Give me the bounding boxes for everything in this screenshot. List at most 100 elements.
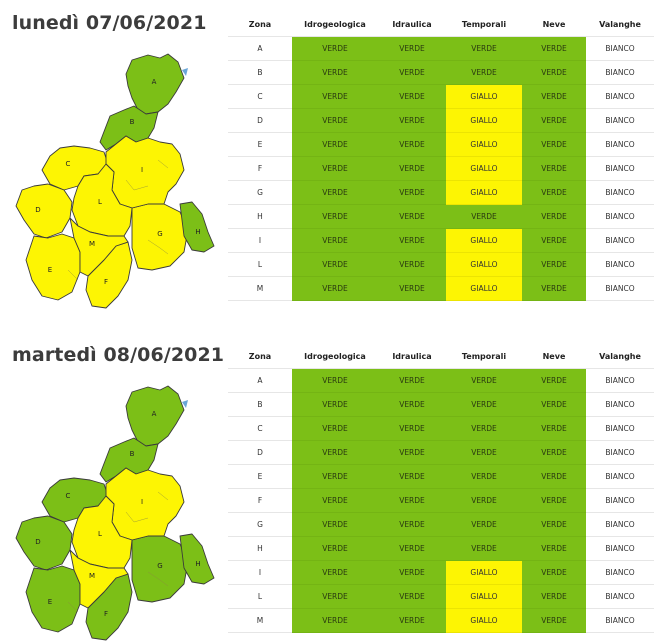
zone-label-d: D <box>35 206 40 214</box>
alert-level-cell: BIANCO <box>586 36 654 61</box>
alert-table: Zona Idrogeologica Idraulica Temporali N… <box>228 12 654 301</box>
zone-cell: E <box>228 132 292 157</box>
alert-level-cell: VERDE <box>446 512 522 537</box>
piemonte-zone-map: A B C D E F G H I L M <box>8 40 223 312</box>
map-detail-lines <box>67 491 169 613</box>
alert-level-cell: VERDE <box>522 204 586 229</box>
zone-cell: H <box>228 536 292 561</box>
zone-cell: I <box>228 560 292 585</box>
alert-level-cell: VERDE <box>378 108 446 133</box>
zone-cell: G <box>228 180 292 205</box>
zone-area-d <box>15 183 73 239</box>
zone-cell: D <box>228 440 292 465</box>
zone-label-i: I <box>141 166 143 174</box>
alert-level-cell: VERDE <box>446 488 522 513</box>
alert-level-cell: VERDE <box>378 368 446 393</box>
alert-level-cell: BIANCO <box>586 392 654 417</box>
alert-level-cell: VERDE <box>292 584 378 609</box>
alert-level-cell: VERDE <box>292 84 378 109</box>
alert-level-cell: VERDE <box>378 416 446 441</box>
alert-level-cell: BIANCO <box>586 440 654 465</box>
alert-level-cell: VERDE <box>292 368 378 393</box>
zone-area-h <box>179 533 215 585</box>
alert-level-cell: VERDE <box>292 560 378 585</box>
table-row: E VERDE VERDE GIALLO VERDE BIANCO <box>228 132 654 157</box>
alert-level-cell: VERDE <box>378 276 446 301</box>
alert-level-cell: GIALLO <box>446 156 522 181</box>
zone-label-g: G <box>157 230 162 238</box>
alert-level-cell: VERDE <box>446 392 522 417</box>
alert-level-cell: BIANCO <box>586 204 654 229</box>
zone-label-l: L <box>98 198 102 206</box>
alert-level-cell: VERDE <box>378 536 446 561</box>
zone-cell: B <box>228 60 292 85</box>
table-row: F VERDE VERDE VERDE VERDE BIANCO <box>228 488 654 513</box>
col-header-neve: Neve <box>522 12 586 37</box>
zone-cell: L <box>228 252 292 277</box>
alert-level-cell: VERDE <box>446 440 522 465</box>
alert-level-cell: BIANCO <box>586 276 654 301</box>
alert-level-cell: VERDE <box>446 464 522 489</box>
alert-level-cell: VERDE <box>378 180 446 205</box>
zone-label-l: L <box>98 530 102 538</box>
zone-area-e <box>25 565 81 633</box>
alert-level-cell: VERDE <box>378 608 446 633</box>
table-row: H VERDE VERDE VERDE VERDE BIANCO <box>228 536 654 561</box>
alert-level-cell: VERDE <box>522 84 586 109</box>
table-row: M VERDE VERDE GIALLO VERDE BIANCO <box>228 608 654 633</box>
col-header-idrogeologica: Idrogeologica <box>292 12 378 37</box>
table-row: B VERDE VERDE VERDE VERDE BIANCO <box>228 60 654 85</box>
alert-level-cell: VERDE <box>378 252 446 277</box>
alert-level-cell: VERDE <box>522 560 586 585</box>
alert-level-cell: VERDE <box>522 180 586 205</box>
alert-level-cell: GIALLO <box>446 584 522 609</box>
alert-level-cell: VERDE <box>522 464 586 489</box>
alert-level-cell: VERDE <box>522 252 586 277</box>
alert-level-cell: VERDE <box>378 512 446 537</box>
zone-cell: M <box>228 276 292 301</box>
alert-level-cell: VERDE <box>292 608 378 633</box>
day-title: lunedì 07/06/2021 <box>12 12 207 34</box>
table-row: C VERDE VERDE GIALLO VERDE BIANCO <box>228 84 654 109</box>
alert-level-cell: BIANCO <box>586 368 654 393</box>
col-header-zona: Zona <box>228 12 292 37</box>
table-row: M VERDE VERDE GIALLO VERDE BIANCO <box>228 276 654 301</box>
zone-label-m: M <box>89 240 95 248</box>
alert-level-cell: VERDE <box>522 368 586 393</box>
alert-level-cell: VERDE <box>522 488 586 513</box>
alert-level-cell: VERDE <box>292 108 378 133</box>
table-row: F VERDE VERDE GIALLO VERDE BIANCO <box>228 156 654 181</box>
col-header-idrogeologica: Idrogeologica <box>292 344 378 369</box>
alert-level-cell: GIALLO <box>446 608 522 633</box>
table-row: H VERDE VERDE VERDE VERDE BIANCO <box>228 204 654 229</box>
alert-level-cell: VERDE <box>292 156 378 181</box>
zone-cell: A <box>228 36 292 61</box>
table-row: D VERDE VERDE GIALLO VERDE BIANCO <box>228 108 654 133</box>
alert-level-cell: GIALLO <box>446 108 522 133</box>
alert-level-cell: VERDE <box>522 156 586 181</box>
zone-area-a <box>125 385 185 447</box>
alert-level-cell: VERDE <box>446 60 522 85</box>
alert-level-cell: VERDE <box>378 228 446 253</box>
zone-cell: L <box>228 584 292 609</box>
alert-level-cell: VERDE <box>522 512 586 537</box>
col-header-temporali: Temporali <box>446 12 522 37</box>
zone-area-m <box>69 549 129 609</box>
alert-level-cell: BIANCO <box>586 464 654 489</box>
alert-level-cell: BIANCO <box>586 156 654 181</box>
alert-level-cell: VERDE <box>522 276 586 301</box>
table-row: D VERDE VERDE VERDE VERDE BIANCO <box>228 440 654 465</box>
zone-cell: H <box>228 204 292 229</box>
table-header-row: Zona Idrogeologica Idraulica Temporali N… <box>228 12 654 37</box>
alert-level-cell: VERDE <box>378 560 446 585</box>
alert-level-cell: BIANCO <box>586 132 654 157</box>
alert-level-cell: BIANCO <box>586 536 654 561</box>
alert-level-cell: VERDE <box>378 84 446 109</box>
alert-level-cell: VERDE <box>446 536 522 561</box>
table-row: A VERDE VERDE VERDE VERDE BIANCO <box>228 368 654 393</box>
zone-area-l <box>71 163 133 237</box>
alert-level-cell: BIANCO <box>586 228 654 253</box>
alert-level-cell: BIANCO <box>586 512 654 537</box>
alert-level-cell: VERDE <box>292 228 378 253</box>
lake-shape <box>182 68 188 76</box>
